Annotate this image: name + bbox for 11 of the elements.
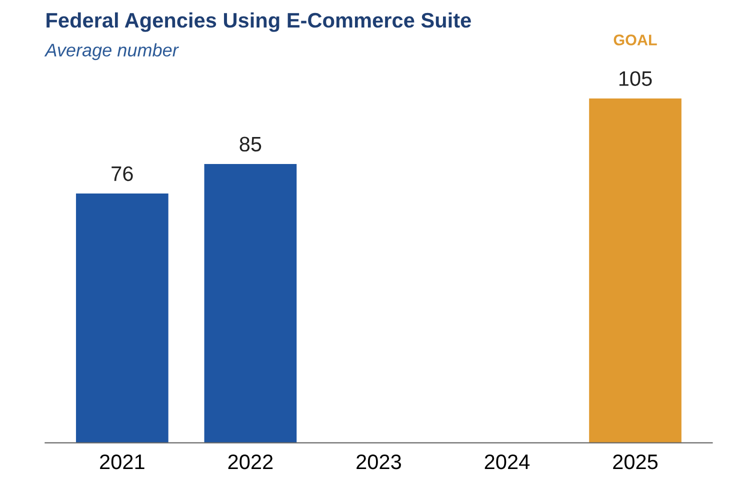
data-label: 85	[240, 136, 262, 152]
x-tick-label: 2024	[484, 454, 530, 470]
x-tick-label: 2022	[228, 454, 273, 470]
x-tick-label: 2021	[100, 454, 144, 470]
chart-subtitle: Average number	[44, 43, 179, 60]
data-label: 105	[619, 71, 652, 86]
chart-title: Federal Agencies Using E-Commerce Suite	[46, 12, 471, 32]
x-tick-label: 2023	[356, 454, 401, 470]
text: GOAL	[614, 34, 657, 46]
x-tick-label: 2025	[613, 454, 658, 470]
data-label: 76	[112, 166, 133, 182]
